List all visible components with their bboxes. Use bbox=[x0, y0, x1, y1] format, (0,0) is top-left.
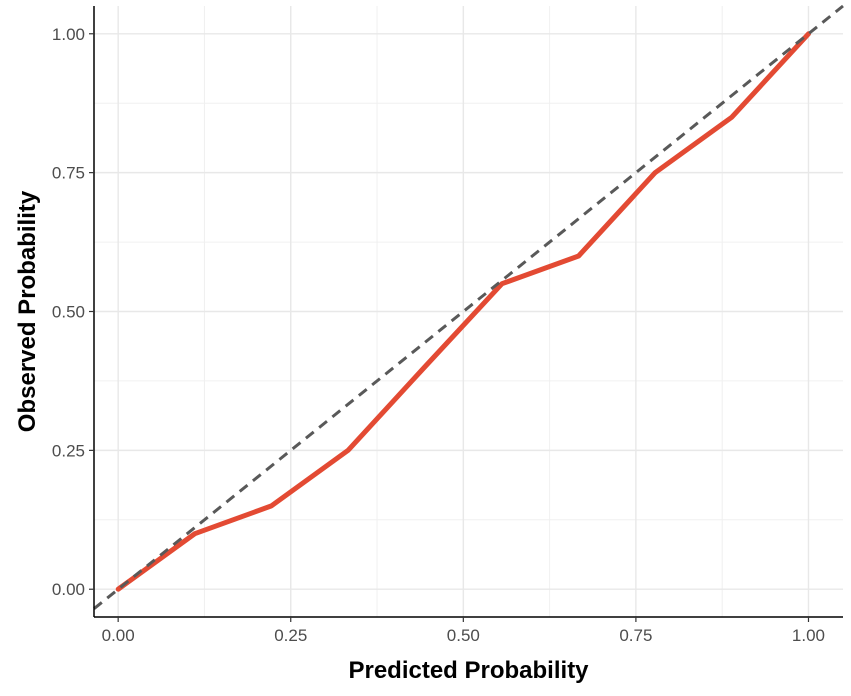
y-tick-label: 0.25 bbox=[52, 441, 85, 460]
y-axis-title: Observed Probability bbox=[14, 190, 41, 432]
grid bbox=[94, 6, 843, 617]
y-tick-label: 0.50 bbox=[52, 303, 85, 322]
y-tick-label: 0.75 bbox=[52, 164, 85, 183]
y-tick-label: 1.00 bbox=[52, 25, 85, 44]
x-tick-label: 1.00 bbox=[792, 626, 825, 645]
x-tick-label: 0.25 bbox=[274, 626, 307, 645]
x-tick-label: 0.50 bbox=[447, 626, 480, 645]
y-tick-label: 0.00 bbox=[52, 580, 85, 599]
calibration-curve-line bbox=[115, 31, 811, 592]
x-axis-title: Predicted Probability bbox=[348, 657, 589, 684]
x-tick-label: 0.75 bbox=[619, 626, 652, 645]
x-tick-label: 0.00 bbox=[102, 626, 135, 645]
series-layer bbox=[93, 4, 844, 610]
reference-diagonal-line bbox=[93, 4, 844, 610]
tick-labels: 0.00 0.25 0.50 0.75 1.00 0.00 0.25 0.50 0.75 1.00 bbox=[52, 25, 825, 645]
